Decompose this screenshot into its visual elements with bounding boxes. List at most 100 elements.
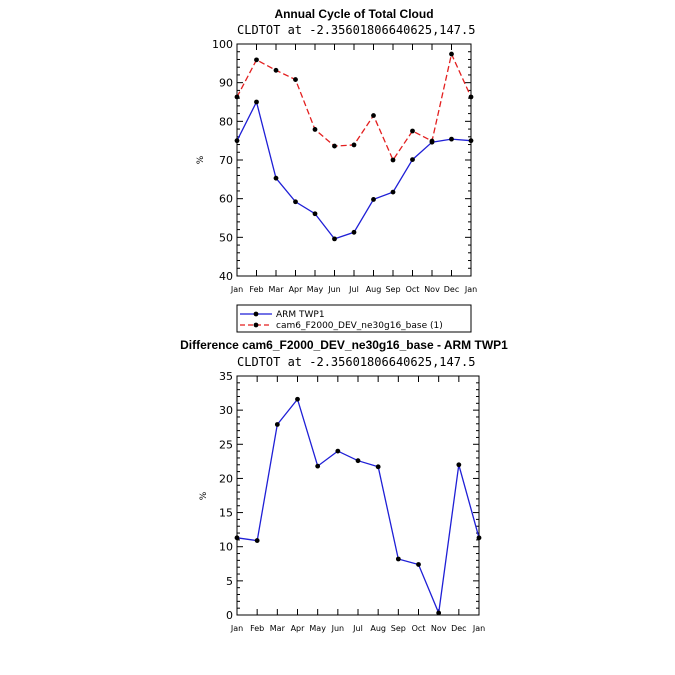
x-tick-label: Nov xyxy=(424,285,440,294)
x-tick-label: Apr xyxy=(291,624,306,633)
x-tick-label: Oct xyxy=(406,285,420,294)
y-tick-label: 50 xyxy=(219,231,233,244)
chart-title: Difference cam6_F2000_DEV_ne30g16_base -… xyxy=(180,338,508,352)
x-axis: Jan Feb Mar Apr May Jun Jul Aug Sep Oct Nov Dec Jan xyxy=(230,376,485,633)
data-point xyxy=(293,199,298,205)
x-tick-label: Jan xyxy=(472,624,485,633)
data-point xyxy=(449,136,454,142)
legend: ARM TWP1 cam6_F2000_DEV_ne30g16_base (1) xyxy=(236,304,472,333)
data-point xyxy=(371,113,376,118)
y-axis-label: % xyxy=(196,155,206,164)
y-tick-label: 60 xyxy=(219,193,233,206)
data-point xyxy=(390,157,396,163)
x-axis: Jan Feb Mar Apr May Jun Jul Aug Sep Oct Nov Dec Jan xyxy=(230,44,477,294)
y-tick-label: 90 xyxy=(219,77,233,90)
y-tick-label: 80 xyxy=(219,115,233,128)
data-point xyxy=(351,142,357,148)
legend-box xyxy=(236,304,472,333)
data-point xyxy=(312,127,318,132)
data-point xyxy=(234,94,240,100)
data-point xyxy=(371,197,376,202)
data-point xyxy=(295,396,300,402)
legend-label-model: cam6_F2000_DEV_ne30g16_base (1) xyxy=(276,321,443,331)
data-point xyxy=(234,138,240,144)
data-point xyxy=(293,77,298,82)
legend-marker-arm xyxy=(253,311,259,317)
data-point xyxy=(332,143,337,149)
y-axis-label: % xyxy=(199,491,209,500)
data-point xyxy=(273,175,279,181)
series-group xyxy=(234,51,474,242)
x-tick-label: Jul xyxy=(348,285,359,294)
x-tick-label: Apr xyxy=(289,285,304,294)
data-point xyxy=(273,67,279,73)
data-point xyxy=(355,458,361,464)
chart-title: Annual Cycle of Total Cloud xyxy=(274,7,433,21)
legend-label-arm: ARM TWP1 xyxy=(276,310,325,320)
y-tick-label: 40 xyxy=(219,270,233,283)
data-point xyxy=(410,128,415,134)
data-point xyxy=(375,464,381,470)
y-tick-label: 5 xyxy=(226,575,233,588)
x-tick-label: Mar xyxy=(270,624,286,633)
data-point xyxy=(315,463,321,469)
y-tick-label: 70 xyxy=(219,154,233,167)
y-axis: 0 5 10 15 20 25 30 35 xyxy=(219,370,479,622)
y-tick-label: 0 xyxy=(226,609,233,622)
data-point xyxy=(254,57,259,63)
y-tick-label: 35 xyxy=(219,370,233,383)
data-point xyxy=(410,157,415,163)
x-tick-label: Jan xyxy=(230,285,243,294)
data-point xyxy=(468,94,474,100)
series-group xyxy=(234,396,482,616)
x-tick-label: Jan xyxy=(230,624,243,633)
difference-chart: Difference cam6_F2000_DEV_ne30g16_base -… xyxy=(180,338,508,633)
x-tick-label: Sep xyxy=(391,624,406,633)
x-tick-label: Mar xyxy=(268,285,284,294)
data-point xyxy=(395,556,401,562)
y-axis: 40 50 60 70 80 90 100 xyxy=(212,38,471,283)
y-tick-label: 15 xyxy=(219,507,233,520)
y-tick-label: 100 xyxy=(212,38,233,51)
data-point xyxy=(449,51,454,57)
x-tick-label: Nov xyxy=(431,624,447,633)
data-point xyxy=(332,236,337,242)
y-tick-label: 25 xyxy=(219,438,233,451)
chart-subtitle: CLDTOT at -2.35601806640625,147.5 xyxy=(237,23,475,37)
x-tick-label: Aug xyxy=(366,285,382,294)
data-point xyxy=(234,535,240,541)
data-point xyxy=(416,562,421,567)
x-tick-label: Dec xyxy=(451,624,466,633)
data-point xyxy=(476,535,482,541)
y-tick-label: 30 xyxy=(219,404,233,417)
plot-frame xyxy=(236,43,472,277)
x-tick-label: Jan xyxy=(464,285,477,294)
series-line-0 xyxy=(236,397,480,616)
x-tick-label: Jun xyxy=(331,624,345,633)
annual-cycle-chart: Annual Cycle of Total Cloud CLDTOT at -2… xyxy=(196,7,477,333)
legend-marker-model xyxy=(253,322,259,328)
x-tick-label: May xyxy=(309,624,326,633)
data-point xyxy=(254,99,259,105)
x-tick-label: Oct xyxy=(412,624,426,633)
x-tick-label: May xyxy=(307,285,324,294)
x-tick-label: Sep xyxy=(385,285,400,294)
data-point xyxy=(351,229,357,235)
x-tick-label: Aug xyxy=(370,624,386,633)
x-tick-label: Jul xyxy=(352,624,363,633)
data-point xyxy=(456,462,462,468)
data-point xyxy=(390,189,396,195)
x-tick-label: Feb xyxy=(250,624,264,633)
data-point xyxy=(274,422,280,427)
x-tick-label: Jun xyxy=(327,285,341,294)
chart-subtitle: CLDTOT at -2.35601806640625,147.5 xyxy=(237,355,475,369)
data-point xyxy=(468,138,474,144)
data-point xyxy=(312,211,318,217)
y-tick-label: 20 xyxy=(219,472,233,485)
x-tick-label: Dec xyxy=(444,285,459,294)
data-point xyxy=(254,538,260,543)
data-point xyxy=(436,610,442,616)
y-tick-label: 10 xyxy=(219,541,233,554)
data-point xyxy=(335,448,341,454)
